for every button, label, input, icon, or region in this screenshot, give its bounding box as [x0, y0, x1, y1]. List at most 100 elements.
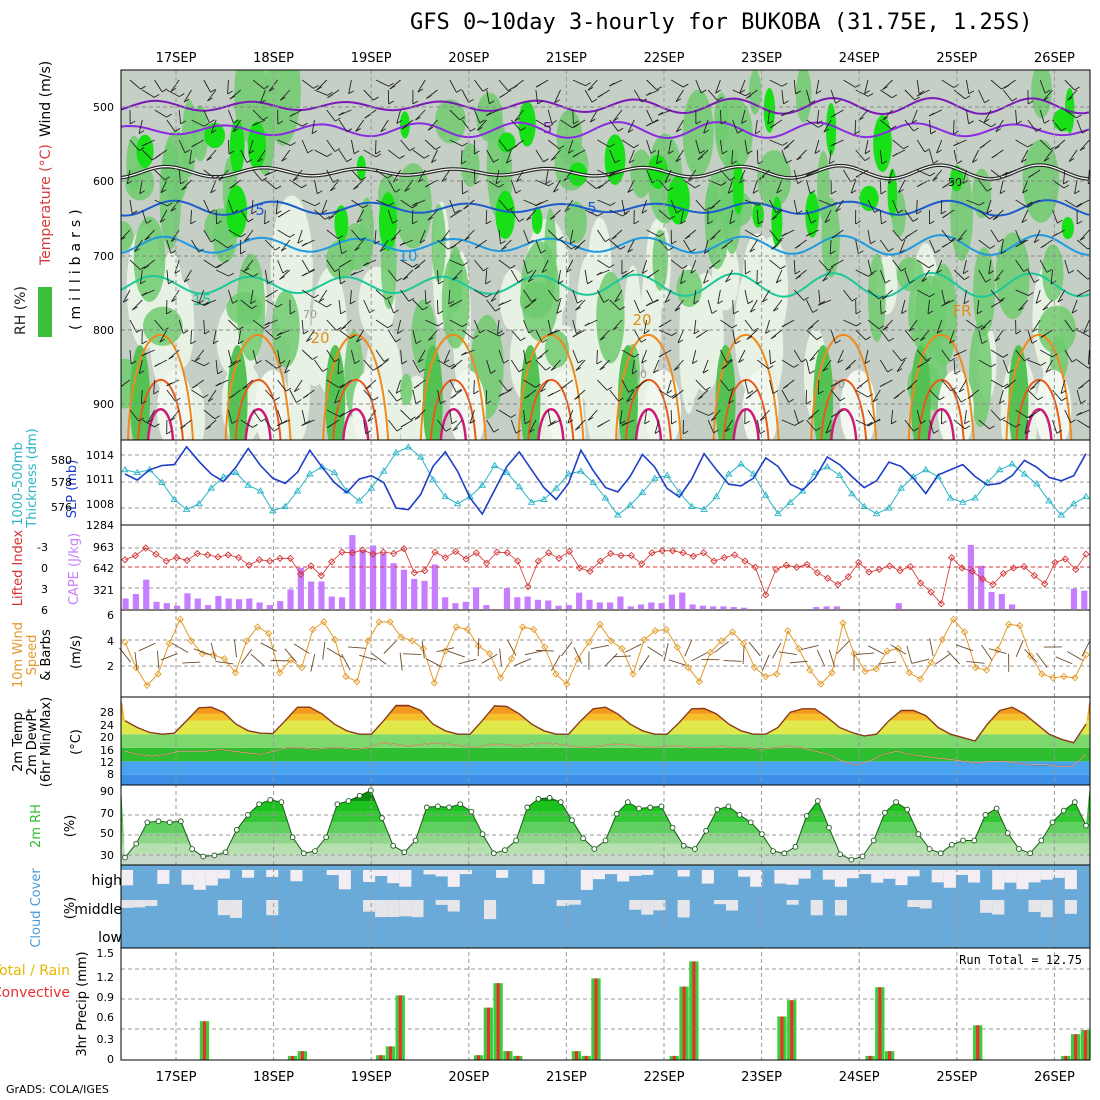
wind-barb-flag	[633, 220, 640, 225]
wind10-line-point	[187, 637, 195, 645]
date-label-bottom: 19SEP	[351, 1070, 392, 1085]
wind-barb	[424, 139, 436, 150]
wind-barb	[572, 319, 577, 334]
wind10-line-point	[507, 655, 516, 663]
wind-barb-flag	[950, 387, 956, 392]
cape-bar	[338, 597, 346, 609]
contour-minus10	[121, 96, 1090, 116]
wind-barb-flag	[729, 176, 736, 181]
rh-moist-patch	[756, 150, 792, 208]
wind-barb	[387, 269, 398, 282]
precip-conv-bar	[496, 983, 500, 1060]
precip-conv-bar	[790, 1000, 794, 1060]
wind-barb	[498, 199, 509, 211]
wind-barb	[732, 89, 746, 97]
wind-barb	[240, 149, 248, 163]
wind-barb	[153, 379, 156, 394]
wind-barb	[535, 119, 549, 128]
rh-sat-patch	[531, 206, 543, 235]
wind-barb	[829, 239, 832, 254]
wind-barb	[326, 379, 339, 388]
wind-barb	[597, 229, 606, 242]
wind10-line-point	[618, 644, 626, 653]
wind-barb-flag	[267, 280, 273, 285]
wind-barb	[658, 389, 672, 398]
wind-barb	[643, 319, 648, 334]
wind-barb	[485, 269, 488, 284]
rh-moist-patch	[676, 269, 703, 308]
wind-barb-flag	[228, 272, 234, 277]
wind-barb-flag	[1001, 175, 1008, 179]
wind-barb-flag	[134, 248, 140, 253]
contour-30	[244, 408, 272, 440]
wind-barb-flag	[499, 94, 505, 98]
thickness-line-point	[182, 505, 191, 512]
wind-barb-flag	[1068, 270, 1075, 274]
rh2m-line-point	[904, 806, 911, 813]
li-line-point	[348, 549, 356, 557]
wind-barb	[427, 329, 438, 341]
wind-barb	[556, 299, 561, 314]
thickness-line-point	[219, 472, 228, 480]
li-line-point	[855, 558, 863, 567]
wind-barb-flag	[781, 323, 788, 328]
wind-barb-flag	[741, 120, 747, 124]
wind-barb	[822, 269, 832, 282]
thickness-line-point	[811, 468, 819, 476]
cape-bar	[462, 601, 469, 609]
wind10-line-point	[916, 675, 924, 683]
wind10-line-point	[397, 633, 405, 641]
wind-barb-flag	[867, 272, 874, 277]
contour-label: FR	[952, 302, 971, 320]
wind-barb	[904, 89, 916, 101]
wind-barb	[166, 269, 169, 284]
wind-barb-flag	[1040, 361, 1047, 366]
wind-barb-flag	[263, 325, 270, 329]
li-tick: 0	[41, 562, 48, 575]
cloud-high-bar	[447, 870, 460, 887]
wind10-line-point	[640, 636, 648, 644]
wind-barb	[560, 239, 572, 250]
wind-barb	[1068, 149, 1078, 162]
wind-barb	[142, 89, 155, 98]
wind-barb	[904, 419, 914, 432]
wind-barb-flag	[788, 398, 794, 403]
wind-barb-flag	[470, 127, 476, 132]
wind-barb-flag	[668, 246, 674, 251]
wind-barb-flag	[1028, 292, 1034, 296]
wind-barb-flag	[353, 150, 360, 155]
rh-sat-patch	[752, 201, 764, 228]
wind-barb	[139, 179, 143, 194]
rh-sat-patch	[667, 175, 690, 225]
wind-barb	[264, 389, 276, 401]
wind10-barb	[458, 658, 477, 665]
wind-barb	[587, 409, 598, 421]
wind-barb-flag	[692, 360, 698, 364]
wind-barb-flag	[968, 120, 974, 125]
wind-barb-flag	[251, 305, 257, 309]
wind-barb	[523, 319, 530, 334]
wind-barb-flag	[682, 430, 689, 435]
wind-barb-flag	[213, 340, 219, 345]
wind-barb-flag	[767, 120, 774, 125]
rh-sat-patch	[247, 121, 266, 170]
wind-barb	[190, 209, 192, 225]
wind-barb-flag	[360, 176, 367, 181]
wind-barb-flag	[1016, 120, 1022, 125]
wind-barb-flag	[316, 190, 323, 195]
wind-barb	[633, 299, 641, 314]
rh-moist-patch	[142, 306, 183, 346]
thickness-line-point	[995, 465, 1004, 473]
wind-barb-flag	[822, 367, 828, 372]
wind-barb-flag	[376, 364, 383, 369]
wind-barb	[191, 239, 200, 253]
date-label-top: 23SEP	[741, 51, 782, 66]
cloud-high-bar	[943, 870, 956, 888]
thickness-line-point	[195, 499, 203, 507]
rh2m-line-point	[747, 819, 754, 826]
wind-barb	[653, 359, 660, 374]
wind-barb-flag	[720, 120, 727, 125]
cape-bar	[813, 607, 820, 609]
wind-barb-flag	[340, 310, 346, 315]
precip-conv-bar	[506, 1051, 510, 1060]
